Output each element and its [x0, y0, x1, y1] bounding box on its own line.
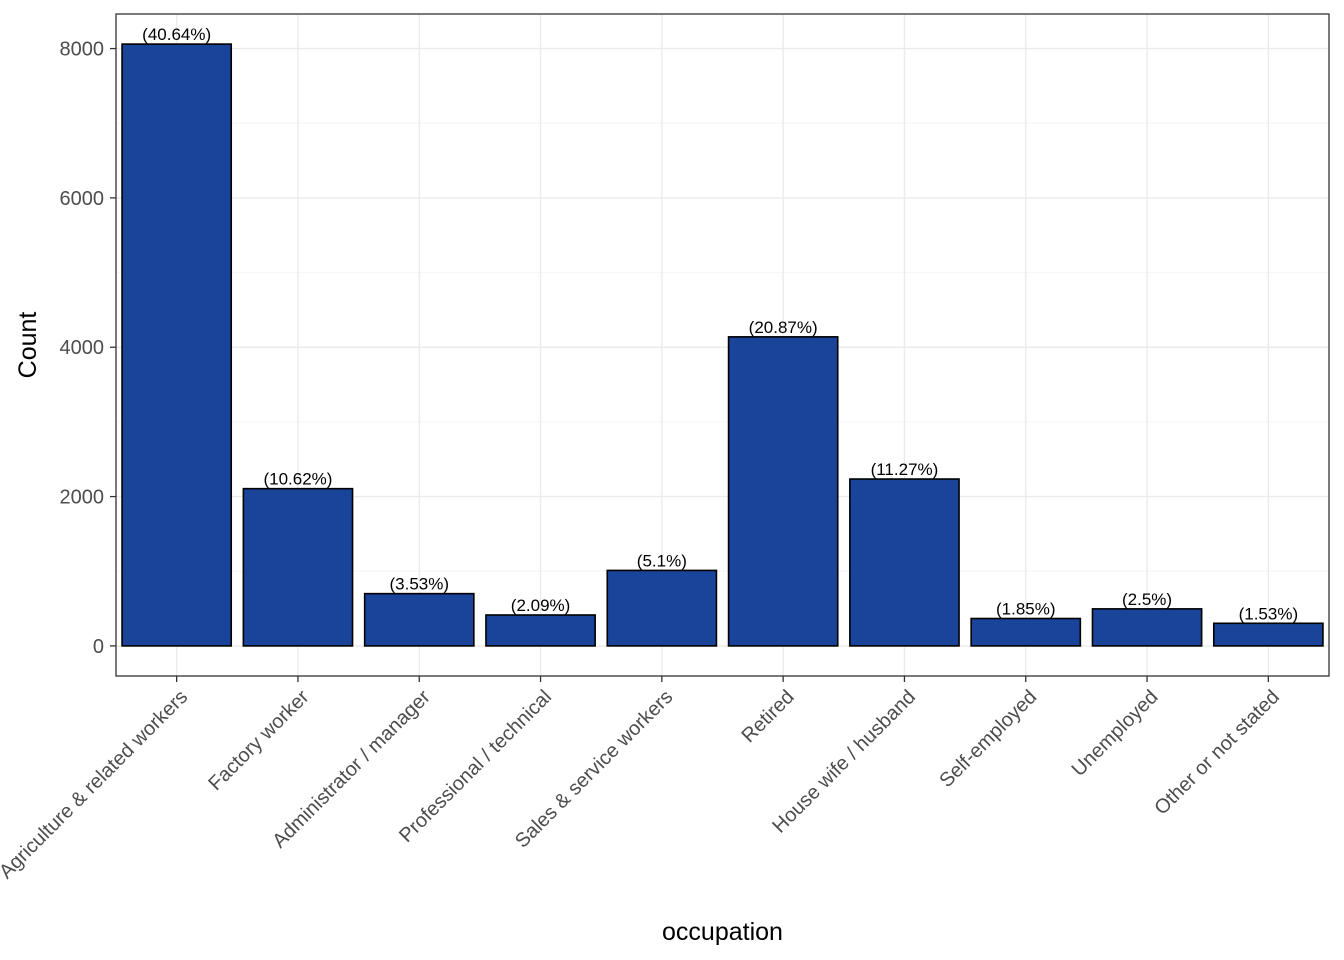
x-tick-label: Self-employed — [935, 686, 1041, 792]
x-tick-label: Factory worker — [204, 686, 313, 795]
y-tick-label: 8000 — [60, 39, 105, 61]
bar-value-labels: (40.64%) (10.62%) (3.53%) (2.09%) (5.1%) (20.… — [142, 25, 1298, 623]
bar — [1091, 608, 1203, 647]
bar-value-label: (10.62%) — [263, 470, 332, 489]
bar-value-label: (5.1%) — [637, 551, 687, 570]
bar — [727, 336, 839, 647]
y-axis: 0 2000 4000 6000 8000 — [60, 39, 116, 658]
bar-value-label: (1.53%) — [1239, 604, 1299, 623]
bar — [1212, 622, 1324, 647]
y-tick-label: 6000 — [60, 188, 105, 210]
x-axis-title: occupation — [662, 918, 783, 946]
bar — [606, 569, 718, 647]
bar-value-label: (2.09%) — [511, 596, 571, 615]
y-tick-label: 2000 — [60, 487, 105, 509]
x-tick-label: Unemployed — [1068, 686, 1163, 781]
bar-value-label: (3.53%) — [389, 575, 449, 594]
y-tick-label: 4000 — [60, 337, 105, 359]
bar-value-label: (40.64%) — [142, 25, 211, 44]
bars — [121, 43, 1324, 647]
bar-value-label: (1.85%) — [996, 600, 1056, 619]
bar-value-label: (2.5%) — [1122, 590, 1172, 609]
y-tick-label: 0 — [93, 636, 104, 658]
y-axis-title: Count — [14, 312, 42, 379]
bar — [970, 617, 1082, 647]
bar — [363, 592, 475, 647]
bar — [485, 614, 596, 647]
bar — [242, 487, 354, 647]
x-axis: Agriculture & related workers Factory wor… — [0, 676, 1284, 883]
bar — [121, 43, 233, 647]
bar-value-label: (11.27%) — [871, 460, 939, 479]
x-tick-label: Other or not stated — [1150, 686, 1283, 819]
x-tick-label: Retired — [738, 686, 799, 747]
bar-value-label: (20.87%) — [749, 318, 818, 337]
panel-border — [115, 13, 1330, 677]
x-tick-label: Agriculture & related workers — [0, 686, 192, 883]
bar — [849, 478, 960, 647]
